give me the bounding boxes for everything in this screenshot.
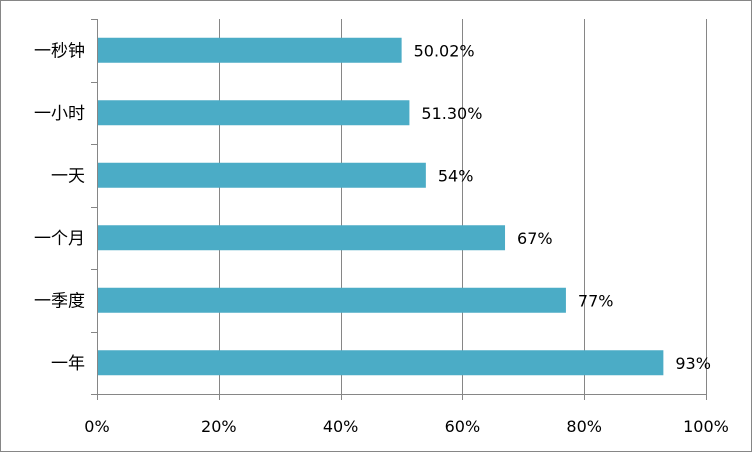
axes [91,19,707,400]
bar-2 [98,162,426,188]
bar-3 [98,225,506,251]
x-tick-label-40: 40% [323,417,359,436]
bar-4 [98,287,566,313]
data-label-1: 51.30% [421,104,482,123]
bar-1 [98,100,410,126]
data-label-0: 50.02% [414,41,475,60]
bars [98,37,664,376]
category-label-2: 一天 [51,166,85,186]
x-tick-label-20: 20% [201,417,237,436]
labels: 50.02% 一秒钟 51.30% 一小时 54% 一天 67% 一个月 77% 一季度 93% 一年… [34,41,729,436]
bar-5 [98,350,664,376]
category-label-0: 一秒钟 [34,41,85,61]
data-label-3: 67% [517,229,553,248]
data-label-2: 54% [438,166,474,185]
gridlines [219,19,707,394]
data-label-5: 93% [675,354,711,373]
category-label-1: 一小时 [34,104,85,124]
x-tick-label-60: 60% [445,417,481,436]
x-tick-label-100: 100% [683,417,729,436]
bar-0 [98,37,402,63]
x-tick-label-80: 80% [566,417,602,436]
category-label-5: 一年 [51,354,85,374]
data-label-4: 77% [578,291,614,310]
x-tick-label-0: 0% [84,417,109,436]
category-label-4: 一季度 [34,291,85,311]
category-label-3: 一个月 [34,229,85,249]
